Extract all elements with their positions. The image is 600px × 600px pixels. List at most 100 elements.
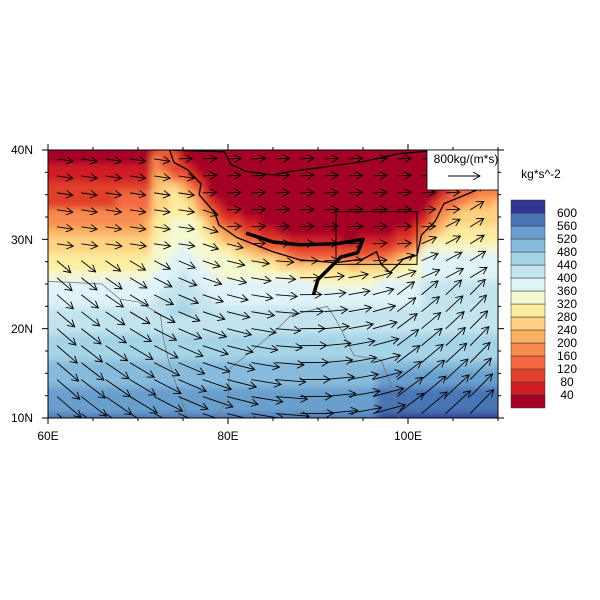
wind-vector: [299, 158, 314, 159]
contour-cell: [215, 137, 225, 147]
contour-cell: [448, 359, 458, 370]
colorbar-swatch: [510, 342, 546, 357]
wind-vector: [153, 311, 175, 323]
wind-vector: [129, 244, 146, 246]
contour-cell: [259, 377, 269, 388]
contour-cell: [286, 333, 296, 343]
contour-cell: [52, 163, 62, 173]
contour-cell: [286, 315, 296, 325]
contour-cell: [106, 324, 116, 334]
contour-cell: [394, 413, 404, 418]
contour-cell: [448, 368, 458, 379]
contour-cell: [48, 288, 53, 298]
contour-cell: [170, 431, 180, 441]
contour-cell: [484, 395, 494, 406]
contour-cell: [88, 181, 98, 191]
contour-cell: [385, 243, 395, 254]
contour-cell: [394, 324, 404, 334]
contour-cell: [439, 324, 449, 334]
contour-cell: [196, 199, 206, 209]
contour-cell: [124, 386, 134, 397]
contour-cell: [97, 368, 107, 379]
contour-cell: [493, 279, 498, 290]
contour-cell: [70, 279, 80, 290]
contour-cell: [70, 225, 80, 236]
wind-vector: [226, 244, 243, 248]
contour-cell: [430, 190, 440, 200]
contour-cell: [26, 271, 36, 281]
wind-vector: [445, 343, 467, 363]
contour-cell: [313, 359, 323, 370]
contour-cell: [250, 150, 260, 156]
contour-cell: [403, 181, 413, 191]
units-label: kg*s^-2: [521, 167, 561, 181]
contour-cell: [232, 351, 242, 361]
wind-vector: [421, 226, 436, 227]
contour-cell: [35, 181, 45, 191]
contour-cell: [295, 225, 305, 236]
wind-vector: [153, 379, 181, 394]
contour-cell: [142, 217, 152, 227]
contour-cell: [197, 431, 207, 441]
wind-vector: [178, 328, 202, 339]
contour-cell: [340, 208, 350, 218]
contour-cell: [71, 431, 81, 441]
contour-cell: [178, 297, 188, 307]
contour-cell: [134, 422, 144, 432]
contour-cell: [466, 377, 476, 388]
contour-cell: [169, 368, 179, 379]
wind-vector: [299, 175, 314, 176]
contour-cell: [430, 252, 440, 263]
wind-vector: [469, 267, 487, 279]
contour-cell: [214, 234, 224, 245]
contour-cell: [187, 279, 197, 290]
contour-cell: [35, 288, 45, 298]
contour-cell: [133, 342, 143, 352]
contour-cell: [70, 181, 80, 191]
contour-cell: [251, 137, 261, 147]
wind-vector: [226, 362, 255, 370]
wind-vector: [105, 294, 124, 307]
contour-cell: [430, 377, 440, 388]
contour-cell: [178, 172, 188, 182]
contour-cell: [475, 288, 485, 298]
contour-cell: [151, 306, 161, 316]
contour-cell: [421, 163, 431, 173]
contour-cell: [26, 208, 36, 218]
contour-cell: [475, 351, 485, 361]
contour-cell: [340, 225, 350, 236]
contour-cell: [421, 279, 431, 290]
wind-vector: [129, 210, 146, 212]
contour-cell: [52, 217, 62, 227]
colorbar-swatch: [510, 303, 546, 318]
contour-cell: [115, 234, 125, 245]
contour-cell: [439, 315, 449, 325]
contour-cell: [52, 359, 62, 370]
contour-cell: [457, 351, 467, 361]
wind-vector: [227, 175, 241, 176]
contour-cell: [358, 172, 368, 182]
contour-cell: [484, 217, 494, 227]
contour-cell: [367, 199, 377, 209]
wind-vector: [251, 413, 284, 418]
wind-vector: [202, 210, 218, 215]
contour-cell: [448, 342, 458, 352]
wind-vector: [226, 278, 246, 283]
contour-cell: [493, 368, 498, 379]
wind-vector: [227, 192, 241, 193]
contour-cell: [457, 243, 467, 254]
contour-cell: [314, 422, 324, 432]
wind-vector: [372, 209, 387, 210]
contour-cell: [385, 181, 395, 191]
contour-cell: [151, 386, 161, 397]
contour-cell: [331, 154, 341, 164]
wind-vector: [469, 279, 485, 296]
wind-vector: [421, 360, 445, 380]
contour-cell: [196, 279, 206, 290]
contour-cell: [151, 252, 161, 263]
contour-cell: [287, 422, 297, 432]
contour-cell: [52, 252, 62, 263]
contour-cell: [331, 351, 341, 361]
wind-vector: [105, 345, 128, 361]
wind-vector: [153, 362, 179, 376]
